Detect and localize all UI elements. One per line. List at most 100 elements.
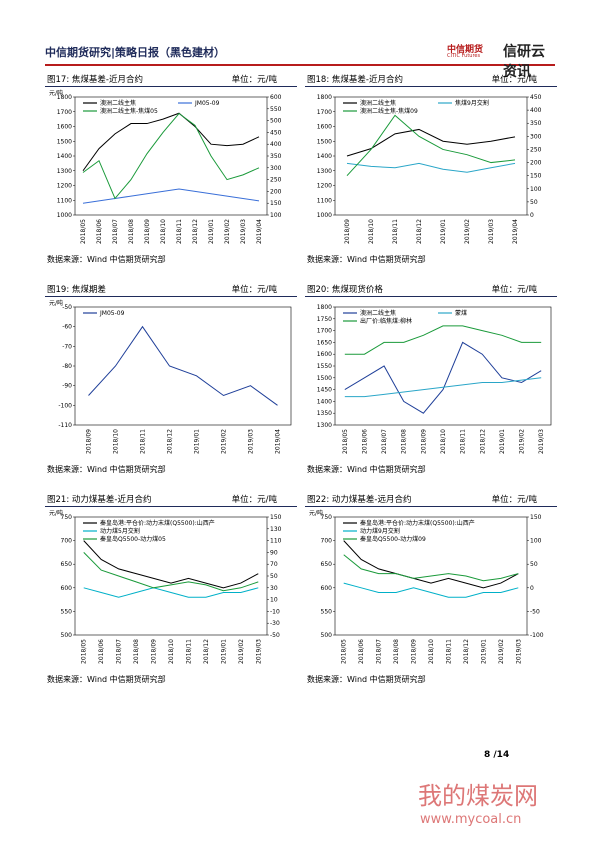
y-tick-label: 500 [61, 632, 73, 639]
y-tick-label: 1700 [317, 109, 332, 116]
y-tick-label: 1500 [57, 138, 72, 145]
y-tick-label: 1300 [57, 168, 72, 175]
legend-label: 秦皇岛Q5500-动力煤09 [360, 535, 426, 543]
series-line [82, 112, 260, 200]
x-tick-label: 2019/03 [248, 429, 255, 454]
y-tick-label: 650 [321, 561, 333, 568]
legend-label: 动力煤9月交割 [360, 527, 400, 535]
chart-title: 图21: 动力煤基差-近月合约 [47, 495, 152, 505]
x-tick-label: 2018/10 [168, 639, 175, 664]
y-tick-label: 500 [321, 632, 333, 639]
y-tick-label: 550 [321, 608, 333, 615]
y2-tick-label: 0 [530, 585, 534, 592]
y2-tick-label: 300 [530, 133, 542, 140]
x-tick-label: 2018/07 [381, 429, 388, 454]
x-tick-label: 2018/11 [392, 219, 399, 244]
plot-frame [334, 516, 528, 636]
legend-label: 焦煤9月交割 [455, 99, 489, 107]
y-tick-label: 1600 [317, 124, 332, 131]
series-line [82, 112, 260, 172]
x-tick-label: 2018/05 [342, 429, 349, 454]
y2-tick-label: 110 [270, 538, 282, 545]
series-line [343, 540, 519, 589]
x-tick-label: 2019/01 [440, 219, 447, 244]
y2-tick-label: 400 [530, 107, 542, 114]
x-tick-label: 2019/03 [255, 639, 262, 664]
chart-source: 数据来源：Wind 中信期货研究部 [47, 255, 166, 264]
chart-header: 图20: 焦煤现货价格 单位：元/吨 [305, 282, 557, 297]
x-tick-label: 2018/11 [460, 429, 467, 454]
y-tick-label: 600 [61, 585, 73, 592]
chart-source: 数据来源：Wind 中信期货研究部 [307, 675, 426, 684]
legend-label: 动力煤5月交割 [100, 527, 140, 535]
x-tick-label: 2018/09 [86, 429, 93, 454]
x-tick-label: 2019/02 [498, 639, 505, 664]
y2-tick-label: 150 [530, 514, 542, 521]
y-tick-label: 1400 [317, 398, 332, 405]
chart: 1000 1100 1200 1300 1400 1500 1600 1700 1800 0 50 1… [317, 94, 542, 244]
legend-label: 出厂价:临焦煤:柳林 [360, 317, 412, 325]
y2-tick-label: 10 [270, 597, 278, 604]
x-tick-label: 2019/02 [464, 219, 471, 244]
x-tick-label: 2019/04 [275, 429, 282, 454]
series-line [83, 587, 259, 598]
y2-tick-label: 450 [530, 94, 542, 101]
chart-unit: 单位：元/吨 [491, 495, 537, 505]
series-line [344, 377, 542, 398]
chart-header: 图17: 焦煤基差-近月合约 单位：元/吨 [45, 72, 297, 87]
x-tick-label: 2018/12 [416, 219, 423, 244]
chart-frame: 图19: 焦煤期差 单位：元/吨 元/吨 -110 -100 -90 -80 -70 -60 -5… [45, 282, 297, 465]
y-tick-label: 1550 [317, 363, 332, 370]
y-tick-label: 1400 [57, 153, 72, 160]
x-tick-label: 2018/12 [479, 429, 486, 454]
chart-frame: 图18: 焦煤基差-近月合约 单位：元/吨 1000 1100 1200 1300 1400… [305, 72, 557, 255]
chart-unit: 单位：元/吨 [231, 75, 277, 85]
x-tick-label: 2018/10 [113, 429, 120, 454]
x-tick-label: 2019/01 [220, 639, 227, 664]
series-line [343, 582, 519, 598]
chart-title: 图18: 焦煤基差-近月合约 [307, 75, 403, 85]
y-axis-label: 元/吨 [49, 89, 63, 97]
chart: 元/吨 500 550 600 650 700 750 -100 -50 0 50 100 150 201… [309, 509, 544, 664]
legend-label: JM05-09 [99, 310, 125, 317]
series-line [346, 162, 516, 173]
y-tick-label: 1500 [317, 375, 332, 382]
legend-label: 秦皇岛Q5500-动力煤05 [100, 535, 166, 543]
chart-title: 图19: 焦煤期差 [47, 285, 106, 295]
y-axis-label: 元/吨 [49, 509, 63, 517]
y2-tick-label: -30 [270, 620, 280, 627]
y2-tick-label: 450 [270, 129, 282, 136]
y2-tick-label: 600 [270, 94, 282, 101]
x-tick-label: 2018/06 [361, 429, 368, 454]
y-tick-label: -90 [62, 383, 72, 390]
chart-source: 数据来源：Wind 中信期货研究部 [307, 255, 426, 264]
y2-tick-label: 400 [270, 141, 282, 148]
y2-tick-label: 250 [530, 146, 542, 153]
y2-tick-label: -50 [530, 608, 540, 615]
x-tick-label: 2019/04 [256, 219, 263, 244]
x-tick-label: 2018/07 [376, 639, 383, 664]
chart-unit: 单位：元/吨 [231, 495, 277, 505]
series-line [344, 325, 542, 355]
x-tick-label: 2018/05 [341, 639, 348, 664]
y-tick-label: -70 [62, 343, 72, 350]
y-tick-label: 1200 [57, 183, 72, 190]
watermark: 我的煤炭网 [418, 782, 538, 810]
chart-frame: 图21: 动力煤基差-近月合约 单位：元/吨 元/吨 500 550 600 650 700 7… [45, 492, 297, 675]
legend-label: 秦皇岛港:平仓价:动力末煤(Q5500):山西产 [100, 519, 215, 527]
y2-tick-label: -100 [530, 632, 544, 639]
x-tick-label: 2018/06 [358, 639, 365, 664]
page-number: 8 /14 [484, 750, 510, 760]
y2-tick-label: 150 [270, 514, 282, 521]
x-tick-label: 2018/07 [112, 219, 119, 244]
x-tick-label: 2018/11 [185, 639, 192, 664]
y2-tick-label: 150 [530, 173, 542, 180]
y-tick-label: 650 [61, 561, 73, 568]
x-tick-label: 2018/09 [151, 639, 158, 664]
y2-tick-label: 0 [530, 212, 534, 219]
logo-en: CITIC Futures [447, 53, 481, 59]
legend-label: 澳洲二线主焦 [360, 99, 396, 107]
y2-tick-label: 130 [270, 526, 282, 533]
x-tick-label: 2018/11 [445, 639, 452, 664]
